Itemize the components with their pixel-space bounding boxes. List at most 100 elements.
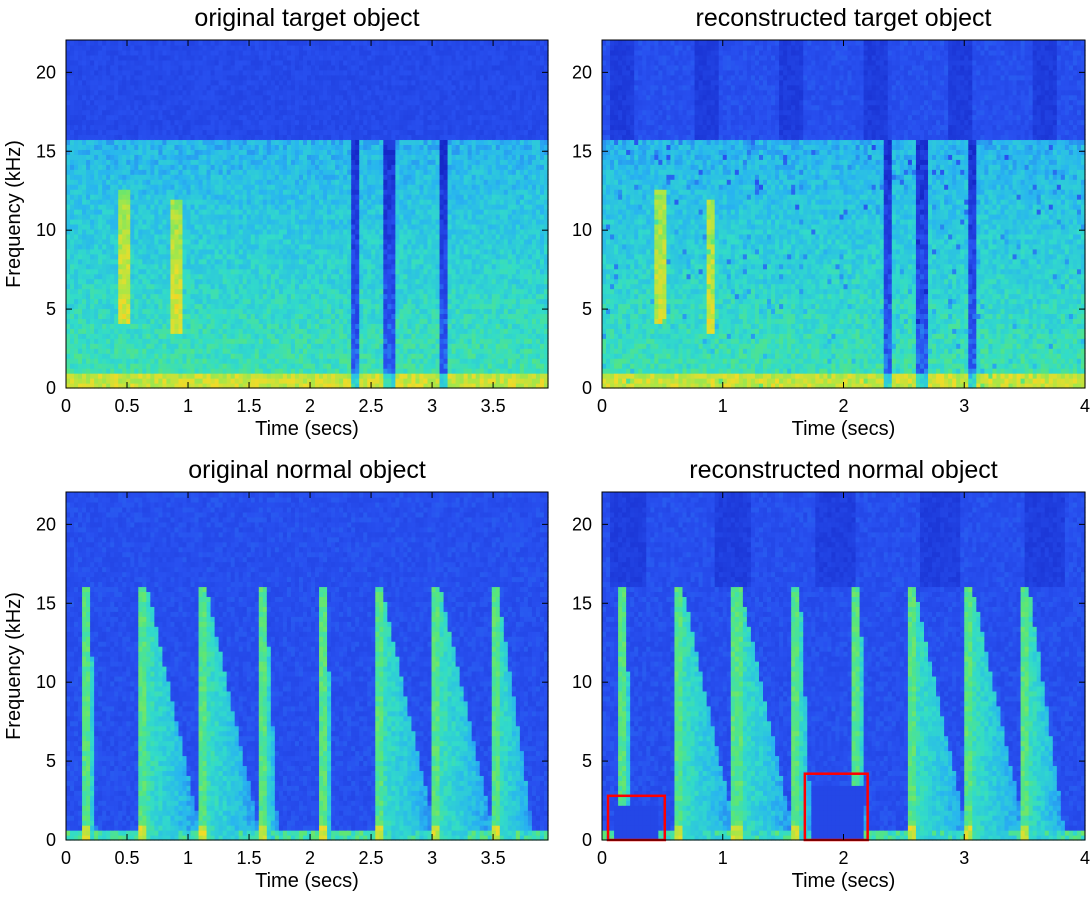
spectrogram-cell bbox=[98, 85, 103, 91]
spectrogram-cell bbox=[74, 194, 79, 200]
spectrogram-cell bbox=[70, 95, 75, 101]
spectrogram-cell bbox=[82, 259, 87, 265]
spectrogram-cell bbox=[82, 159, 87, 165]
spectrogram-cell bbox=[118, 303, 123, 309]
spectrogram-cell bbox=[78, 274, 83, 280]
spectrogram-cell bbox=[86, 328, 91, 334]
spectrogram-cell bbox=[110, 303, 115, 309]
spectrogram-cell bbox=[78, 174, 83, 180]
spectrogram-cell bbox=[86, 269, 91, 275]
spectrogram-cell bbox=[110, 85, 115, 91]
spectrogram-cell bbox=[86, 50, 91, 56]
spectrogram-cell bbox=[78, 323, 83, 329]
spectrogram-cell bbox=[78, 120, 83, 126]
spectrogram-cell bbox=[94, 199, 99, 205]
spectrogram-cell bbox=[82, 164, 87, 170]
spectrogram-cell bbox=[114, 313, 119, 319]
spectrogram-cell bbox=[118, 294, 123, 300]
spectrogram-cell bbox=[90, 154, 95, 160]
spectrogram-cell bbox=[66, 358, 71, 364]
spectrogram-cell bbox=[110, 95, 115, 101]
spectrogram-cell bbox=[102, 274, 107, 280]
spectrogram-cell bbox=[94, 194, 99, 200]
spectrogram-cell bbox=[70, 214, 75, 220]
spectrogram-cell bbox=[82, 95, 87, 101]
spectrogram-cell bbox=[114, 40, 119, 46]
spectrogram-cell bbox=[94, 125, 99, 131]
spectrogram-cell bbox=[70, 110, 75, 116]
spectrogram-cell bbox=[106, 284, 111, 290]
spectrogram-cell bbox=[82, 289, 87, 295]
spectrogram-cell bbox=[102, 149, 107, 155]
spectrogram-cell bbox=[110, 373, 115, 379]
spectrogram-cell bbox=[70, 378, 75, 384]
spectrogram-cell bbox=[114, 269, 119, 275]
spectrogram-cell bbox=[66, 378, 71, 384]
spectrogram-cell bbox=[94, 259, 99, 265]
spectrogram-cell bbox=[98, 299, 103, 305]
spectrogram-cell bbox=[102, 110, 107, 116]
spectrogram-cell bbox=[102, 129, 107, 135]
spectrogram-cell bbox=[90, 50, 95, 56]
spectrogram-cell bbox=[78, 219, 83, 225]
spectrogram-cell bbox=[102, 313, 107, 319]
spectrogram-cell bbox=[110, 224, 115, 230]
spectrogram-cell bbox=[82, 129, 87, 135]
spectrogram-cell bbox=[78, 95, 83, 101]
spectrogram-cell bbox=[94, 75, 99, 81]
spectrogram-cell bbox=[78, 159, 83, 165]
spectrogram-cell bbox=[74, 214, 79, 220]
spectrogram-cell bbox=[118, 204, 123, 210]
spectrogram-cell bbox=[82, 294, 87, 300]
spectrogram-cell bbox=[98, 303, 103, 309]
spectrogram-cell bbox=[102, 338, 107, 344]
spectrogram-cell bbox=[70, 348, 75, 354]
spectrogram-cell bbox=[90, 40, 95, 46]
spectrogram-cell bbox=[82, 348, 87, 354]
spectrogram-cell bbox=[66, 199, 71, 205]
spectrogram-cell bbox=[78, 65, 83, 71]
spectrogram-cell bbox=[70, 120, 75, 126]
spectrogram-cell bbox=[70, 219, 75, 225]
spectrogram-cell bbox=[74, 348, 79, 354]
spectrogram-cell bbox=[94, 333, 99, 339]
spectrogram-cell bbox=[86, 348, 91, 354]
spectrogram-cell bbox=[86, 80, 91, 86]
spectrogram-cell bbox=[90, 294, 95, 300]
spectrogram-cell bbox=[98, 184, 103, 190]
spectrogram-cell bbox=[90, 75, 95, 81]
spectrogram-cell bbox=[98, 269, 103, 275]
spectrogram-cell bbox=[94, 120, 99, 126]
spectrogram-cell bbox=[86, 294, 91, 300]
spectrogram-cell bbox=[94, 249, 99, 255]
spectrogram-cell bbox=[78, 299, 83, 305]
spectrogram-cell bbox=[98, 353, 103, 359]
spectrogram-cell bbox=[70, 224, 75, 230]
spectrogram-cell bbox=[86, 110, 91, 116]
spectrogram-cell bbox=[102, 303, 107, 309]
spectrogram-cell bbox=[66, 50, 71, 56]
spectrogram-cell bbox=[114, 45, 119, 51]
spectrogram-cell bbox=[82, 308, 87, 314]
spectrogram-cell bbox=[102, 144, 107, 150]
spectrogram-cell bbox=[74, 60, 79, 66]
spectrogram-cell bbox=[98, 50, 103, 56]
spectrogram-cell bbox=[70, 80, 75, 86]
spectrogram-cell bbox=[94, 378, 99, 384]
spectrogram-cell bbox=[110, 318, 115, 324]
spectrogram-cell bbox=[106, 363, 111, 369]
spectrogram-cell bbox=[78, 154, 83, 160]
spectrogram-cell bbox=[102, 209, 107, 215]
spectrogram-cell bbox=[82, 105, 87, 111]
spectrogram-cell bbox=[78, 279, 83, 285]
spectrogram-cell bbox=[106, 154, 111, 160]
spectrogram-cell bbox=[114, 75, 119, 81]
spectrogram-cell bbox=[74, 353, 79, 359]
spectrogram-cell bbox=[82, 70, 87, 76]
spectrogram-cell bbox=[94, 110, 99, 116]
spectrogram-cell bbox=[110, 289, 115, 295]
spectrogram-cell bbox=[102, 204, 107, 210]
spectrogram-cell bbox=[102, 378, 107, 384]
spectrogram-cell bbox=[78, 289, 83, 295]
spectrogram-cell bbox=[66, 264, 71, 270]
